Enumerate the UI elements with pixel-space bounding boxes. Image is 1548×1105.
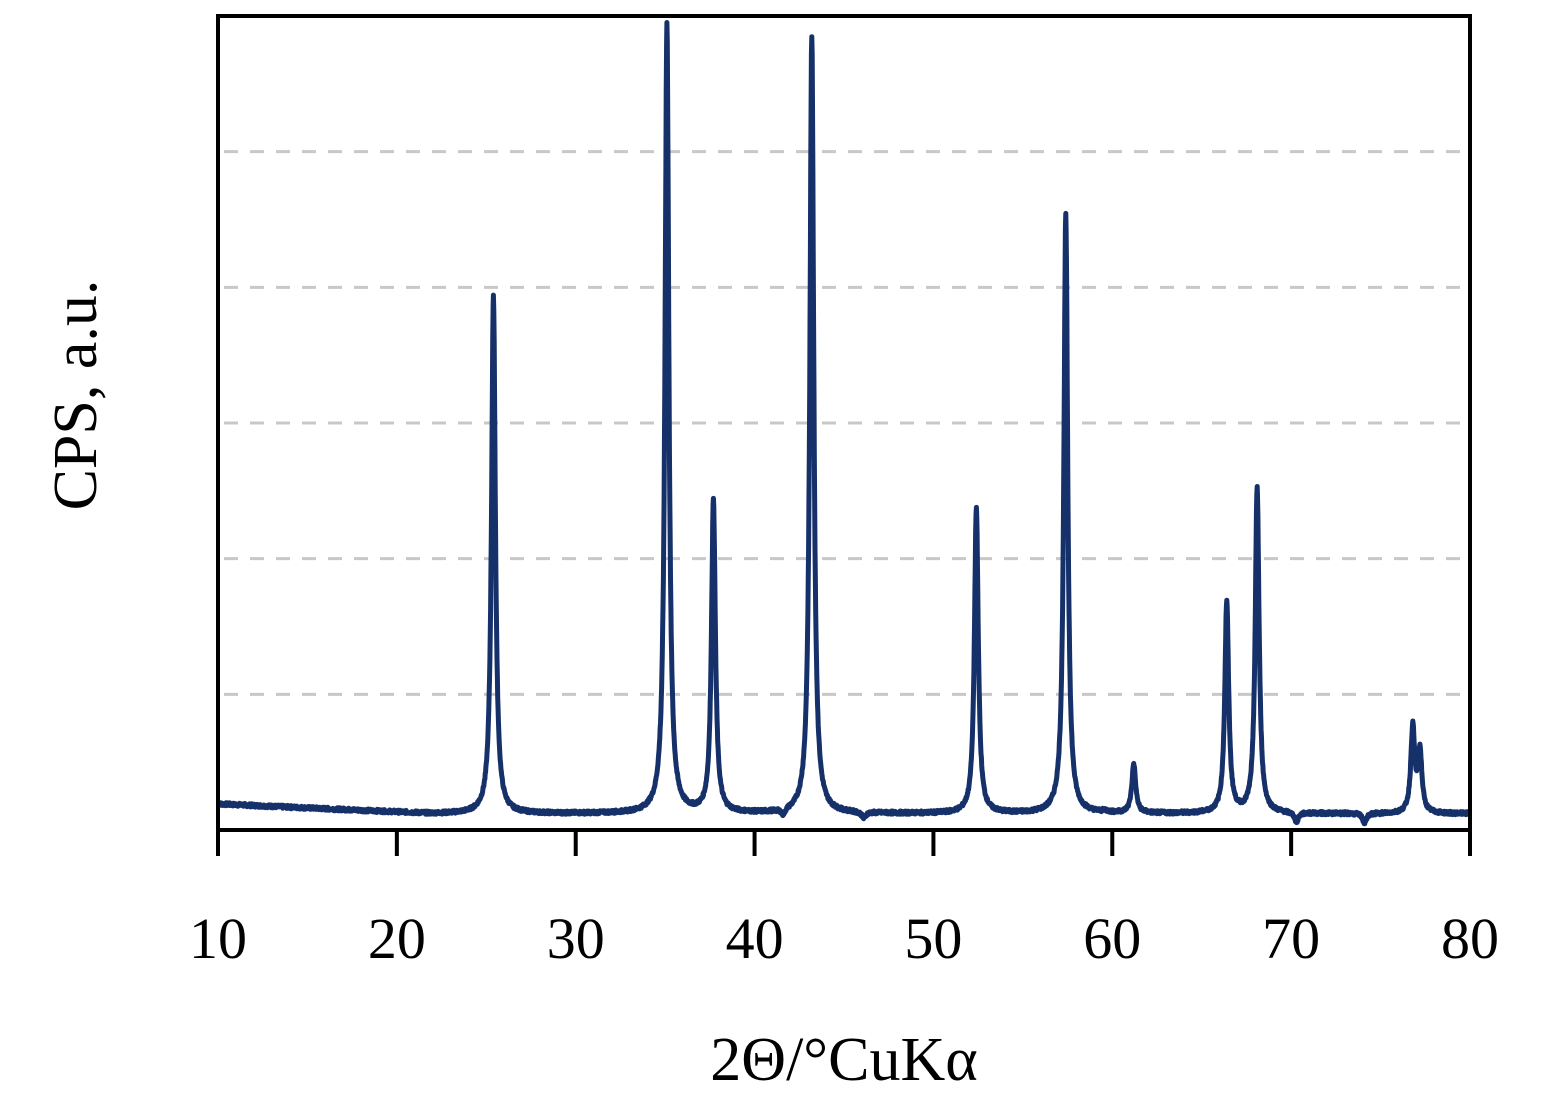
x-tick-label: 30 [547, 906, 605, 971]
x-tick-label: 70 [1262, 906, 1320, 971]
x-axis-title: 2Θ/°CuKα [710, 1026, 977, 1094]
x-tick-label: 80 [1441, 906, 1499, 971]
x-tick-label: 10 [189, 906, 247, 971]
series-line-xrd-pattern [215, 20, 1473, 827]
grid-lines [224, 150, 1466, 696]
plot-frame [216, 14, 1472, 832]
x-tick-label: 60 [1083, 906, 1141, 971]
y-axis-title: CPS, a.u. [42, 280, 110, 511]
x-tick-label: 50 [904, 906, 962, 971]
x-axis-ticks: 10 20 30 40 50 60 70 80 [189, 830, 1499, 971]
x-tick-label: 40 [726, 906, 784, 971]
x-tick-label: 20 [368, 906, 426, 971]
